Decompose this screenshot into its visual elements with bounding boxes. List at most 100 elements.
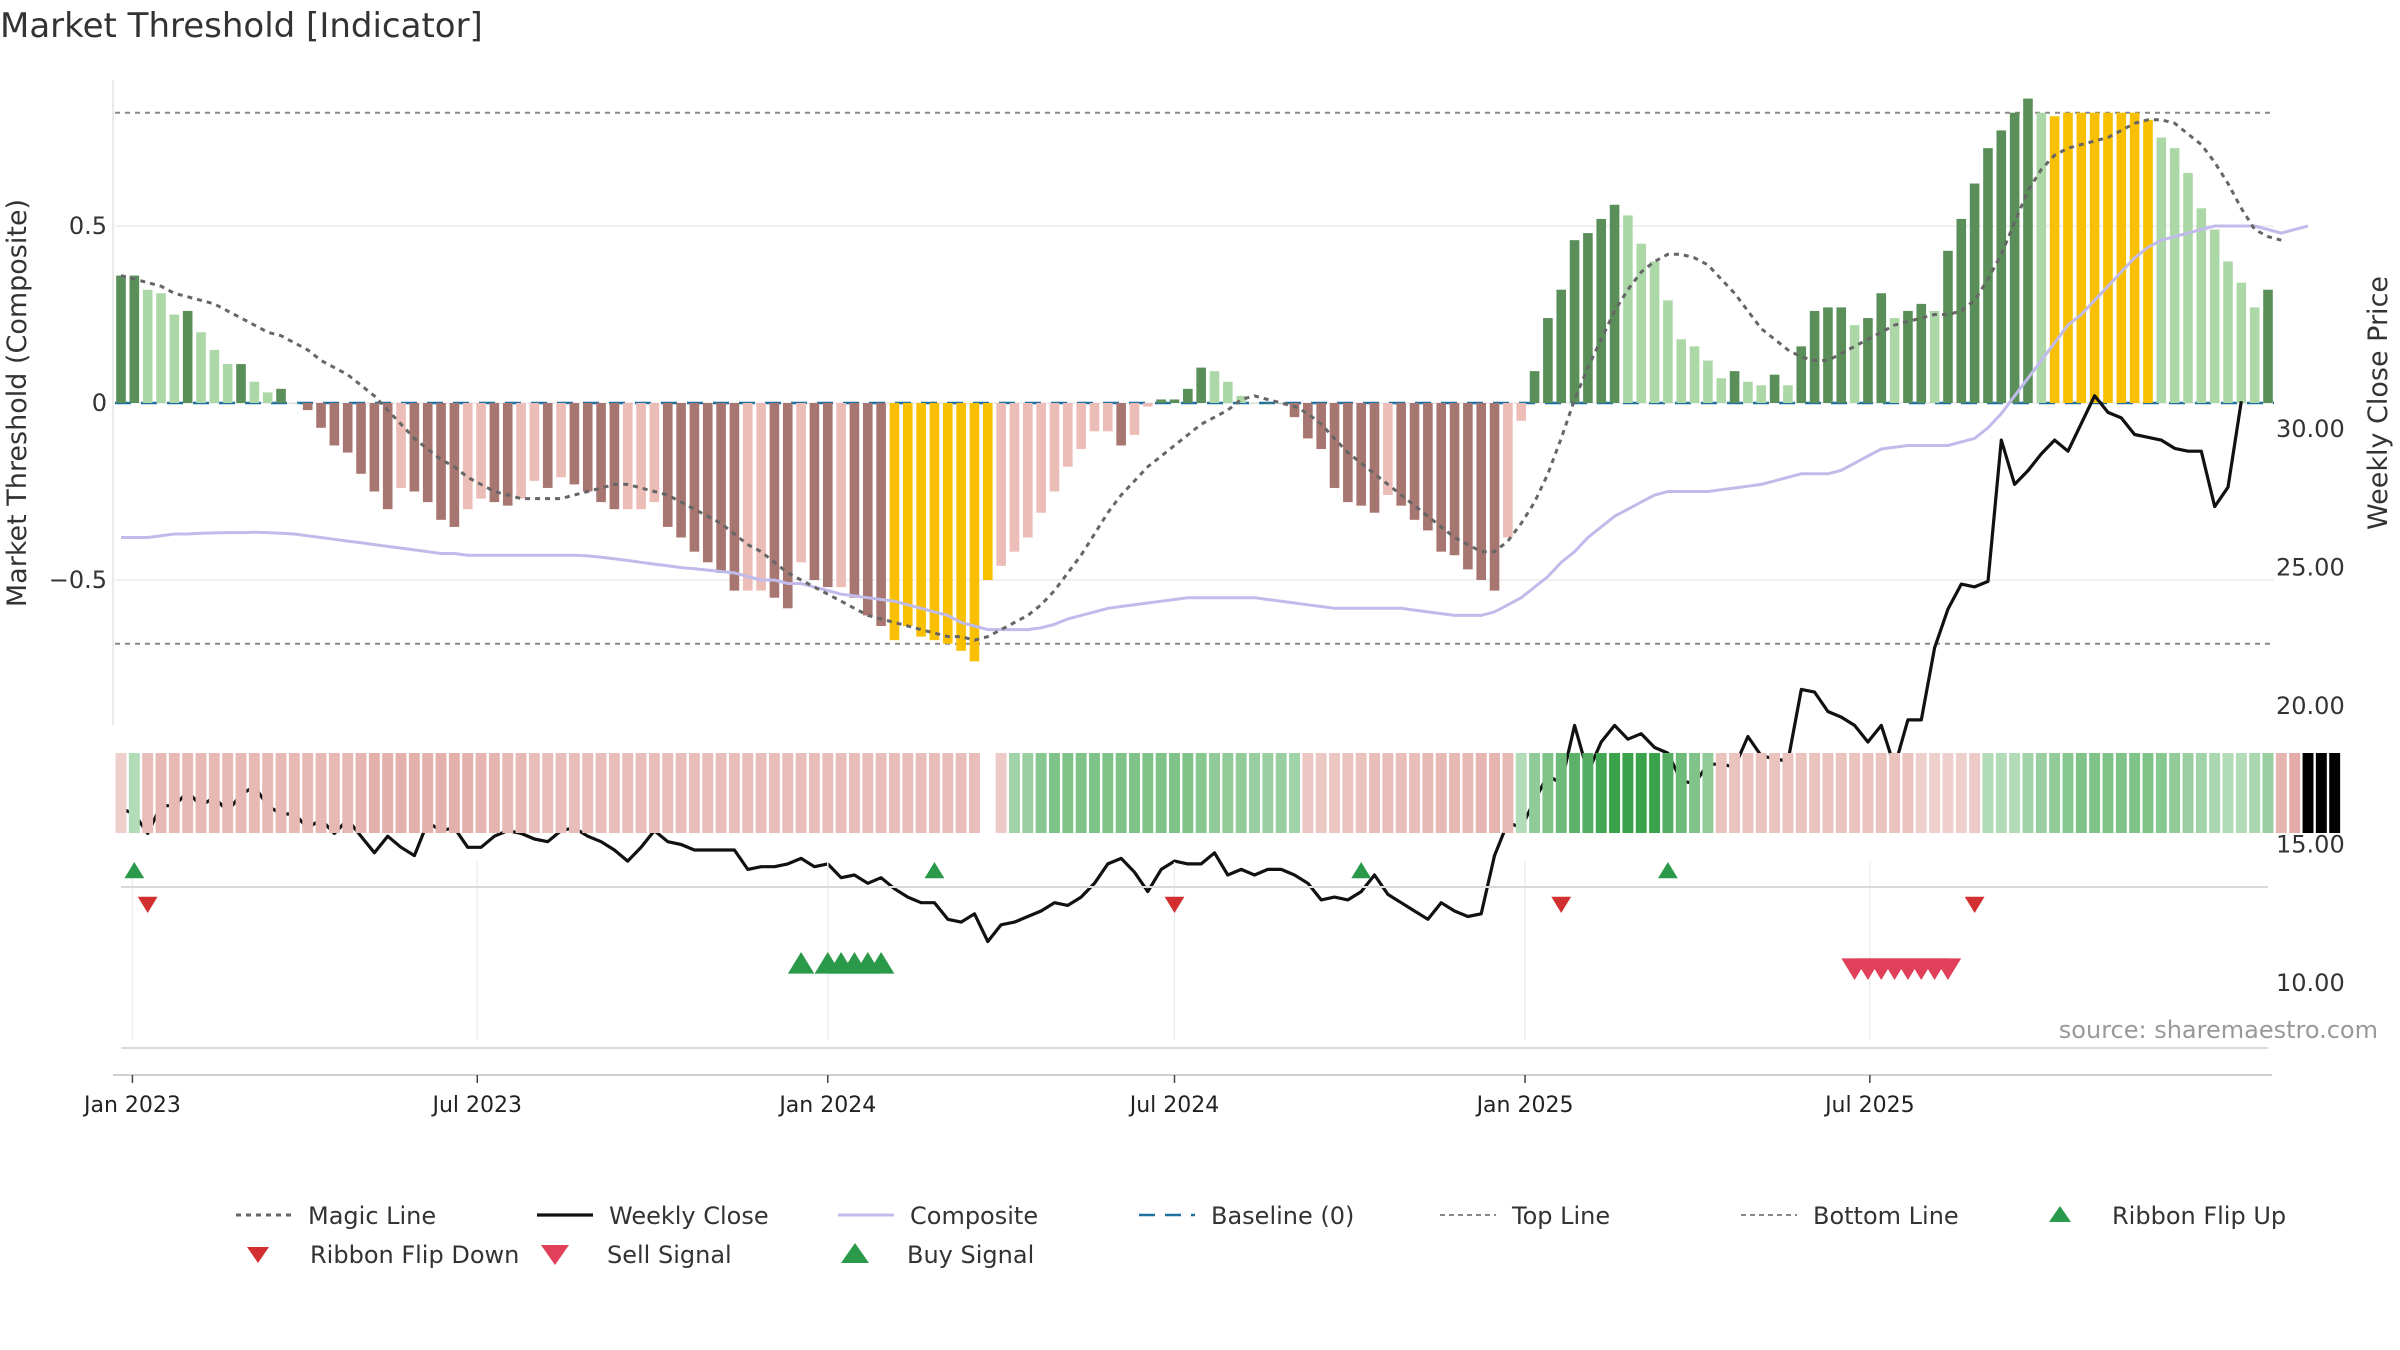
y-axis-label-left: Market Threshold (Composite) bbox=[2, 199, 33, 607]
ribbon-cell bbox=[195, 753, 207, 833]
ribbon-cell bbox=[2102, 753, 2114, 833]
ribbon-cell bbox=[742, 753, 754, 833]
composite-bar bbox=[516, 403, 526, 499]
legend-label: Ribbon Flip Up bbox=[2112, 1202, 2286, 1230]
ribbon-cell bbox=[1662, 753, 1674, 833]
ribbon-cell bbox=[1955, 753, 1967, 833]
x-axis: Jan 2023 Jul 2023 Jan 2024 Jul 2024 Jan 2025… bbox=[82, 1075, 1915, 1118]
composite-bar bbox=[1863, 318, 1873, 403]
ribbon-cell bbox=[915, 753, 927, 833]
composite-bar bbox=[689, 403, 700, 552]
composite-bar bbox=[2036, 112, 2047, 403]
ribbon-cell bbox=[2049, 753, 2061, 833]
composite-bar bbox=[569, 403, 580, 485]
ribbon-cell bbox=[142, 753, 154, 833]
ribbon-cell bbox=[862, 753, 874, 833]
ribbon-cell bbox=[982, 753, 994, 833]
buy-signal-marker bbox=[867, 952, 895, 974]
ribbon-flip-down-marker bbox=[1551, 896, 1572, 913]
composite-bar bbox=[582, 403, 593, 492]
ribbon-cell bbox=[1795, 753, 1807, 833]
ribbon-cell bbox=[1049, 753, 1060, 833]
x-tick-label: Jul 2023 bbox=[430, 1093, 522, 1118]
ribbon-cell bbox=[1995, 753, 2007, 833]
ribbon-cell bbox=[1435, 753, 1447, 833]
composite-bar bbox=[2009, 112, 2020, 403]
legend-label: Weekly Close bbox=[609, 1202, 769, 1230]
ribbon-cell bbox=[1102, 753, 1114, 833]
ribbon-cell bbox=[182, 753, 194, 833]
magic-line bbox=[120, 118, 2282, 642]
ribbon-cell bbox=[1315, 753, 1327, 833]
ribbon-cell bbox=[475, 753, 487, 833]
ribbon-cell bbox=[2249, 753, 2261, 833]
ribbon-cell bbox=[1289, 753, 1300, 833]
ribbon-cell bbox=[1489, 753, 1501, 833]
threshold-lines bbox=[115, 111, 2274, 645]
composite-bar bbox=[756, 403, 766, 591]
composite-bar bbox=[969, 403, 980, 662]
composite-bar bbox=[1276, 403, 1286, 404]
ribbon-cell bbox=[2329, 753, 2341, 833]
ribbon-cell bbox=[1462, 753, 1474, 833]
composite-bar bbox=[1516, 403, 1527, 421]
ribbon-cell bbox=[2075, 753, 2087, 833]
legend-label: Sell Signal bbox=[607, 1241, 732, 1269]
ribbon-cell bbox=[2035, 753, 2047, 833]
buy-signal-marker bbox=[787, 952, 815, 974]
ribbon-cell bbox=[1675, 753, 1687, 833]
ribbon-cell bbox=[1729, 753, 1741, 833]
ribbon-cell bbox=[222, 753, 234, 833]
composite-bar bbox=[796, 403, 806, 563]
composite-bar bbox=[889, 403, 900, 641]
ribbon-cell bbox=[462, 753, 474, 833]
ribbon-cell bbox=[688, 753, 700, 833]
composite-bar bbox=[542, 403, 553, 488]
ribbon-cell bbox=[1075, 753, 1087, 833]
composite-bar bbox=[1783, 385, 1793, 403]
composite-bar bbox=[1823, 307, 1833, 403]
legend-label: Top Line bbox=[1511, 1202, 1610, 1230]
composite-bar bbox=[1716, 378, 1727, 403]
ribbon-cell bbox=[395, 753, 407, 833]
legend-label: Ribbon Flip Down bbox=[310, 1241, 519, 1269]
ribbon-cell bbox=[435, 753, 447, 833]
composite-bar bbox=[2183, 172, 2193, 403]
ribbon-cell bbox=[1902, 753, 1914, 833]
ribbon-flip-down-marker bbox=[1164, 896, 1185, 913]
ribbon-cell bbox=[1409, 753, 1421, 833]
left-tick-label: −0.5 bbox=[49, 566, 107, 594]
composite-bar bbox=[1836, 307, 1847, 403]
composite-bar bbox=[2023, 98, 2033, 403]
ribbon-cell bbox=[302, 753, 314, 833]
composite-bar bbox=[1396, 403, 1406, 506]
composite-bar bbox=[262, 392, 273, 403]
ribbon-cell bbox=[1929, 753, 1941, 833]
composite-bar bbox=[1236, 395, 1246, 403]
composite-bar bbox=[236, 364, 246, 403]
ribbon-cell bbox=[515, 753, 527, 833]
ribbon-cell bbox=[1395, 753, 1407, 833]
ribbon-cell bbox=[1622, 753, 1634, 833]
composite-bar bbox=[2196, 208, 2207, 403]
y-axis-label-right: Weekly Close Price bbox=[2363, 276, 2394, 530]
ribbon-cell bbox=[1115, 753, 1127, 833]
ribbon-cell bbox=[528, 753, 540, 833]
composite-bar bbox=[396, 403, 406, 488]
composite-bar bbox=[316, 403, 326, 428]
composite-bar bbox=[1063, 403, 1073, 467]
ribbon-cell bbox=[622, 753, 634, 833]
ribbon-flip-up-marker bbox=[924, 862, 945, 879]
composite-bar bbox=[1143, 403, 1153, 407]
composite-bar bbox=[436, 403, 446, 520]
composite-bar bbox=[942, 403, 953, 644]
ribbon-cell bbox=[2142, 753, 2154, 833]
ribbon-cell bbox=[1262, 753, 1274, 833]
ribbon-cell bbox=[1182, 753, 1194, 833]
composite-bar bbox=[1969, 183, 1980, 403]
ribbon-cell bbox=[488, 753, 500, 833]
x-tick-label: Jan 2025 bbox=[1475, 1093, 1574, 1118]
composite-bar bbox=[929, 403, 940, 641]
weekly-close-line bbox=[120, 394, 2243, 944]
ribbon-cell bbox=[2262, 753, 2274, 833]
